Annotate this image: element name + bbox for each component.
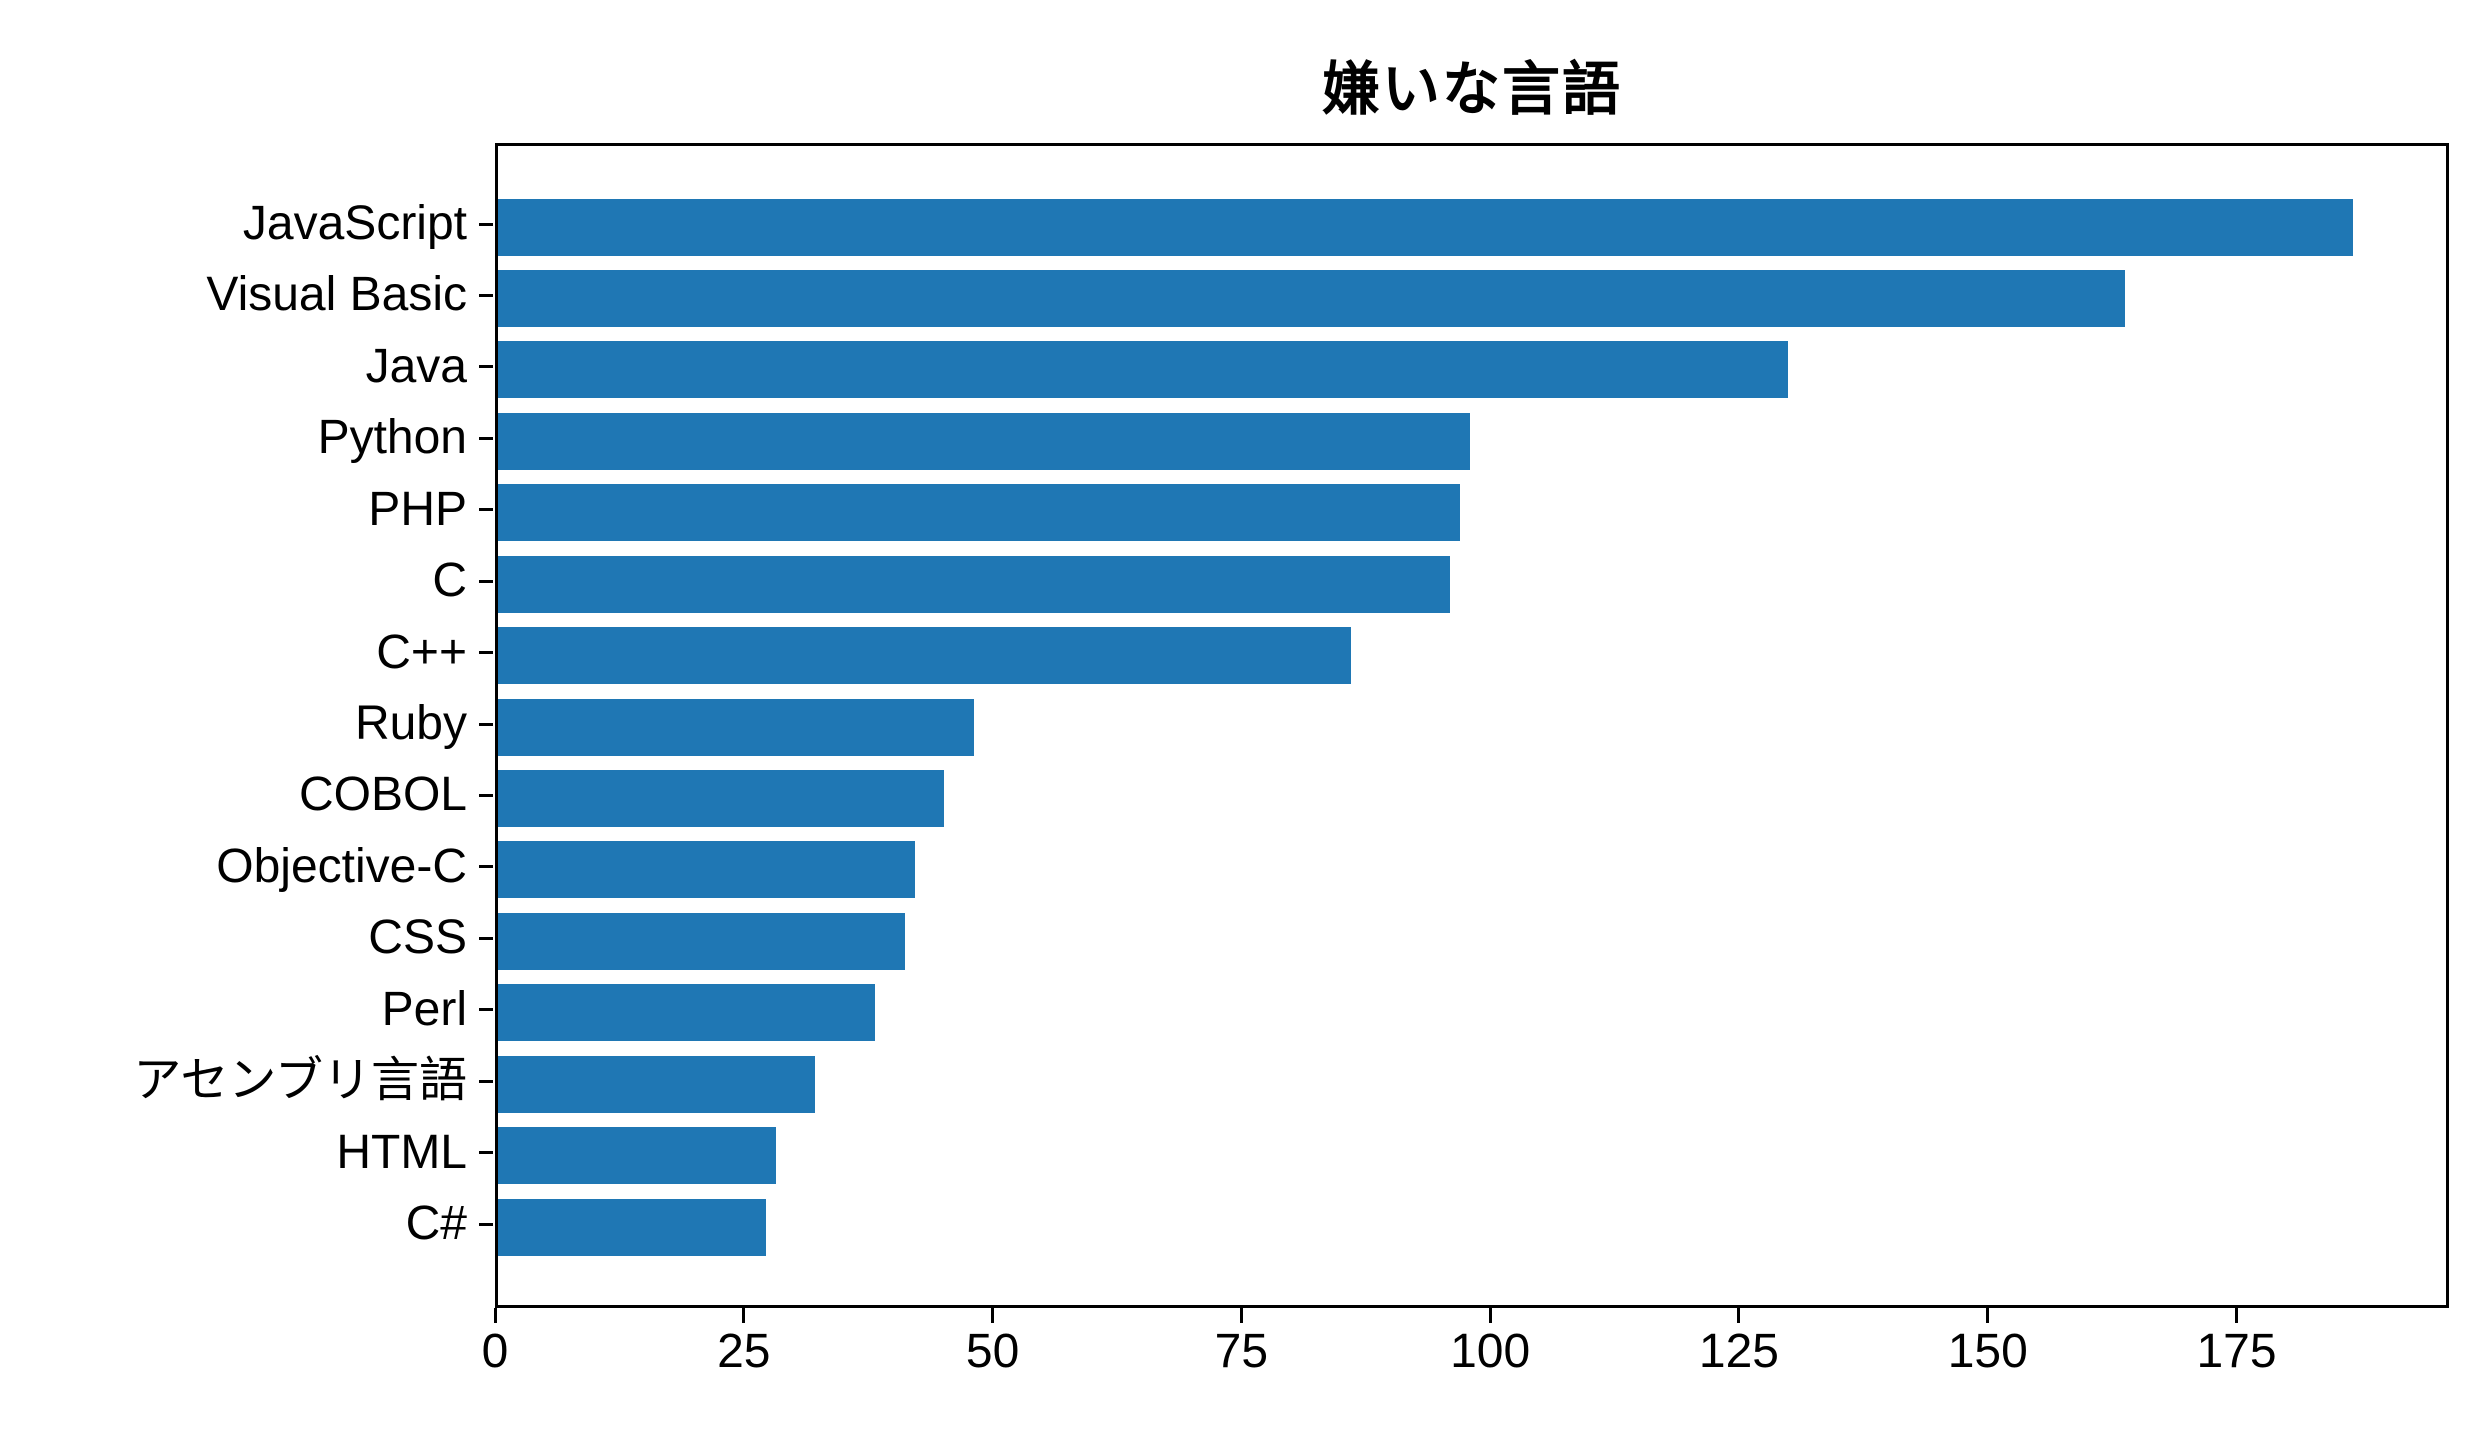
x-tick-label: 50 [965,1325,1020,1378]
y-tick-mark [479,1079,493,1083]
y-tick-mark [479,865,493,869]
x-tick-mark [1737,1308,1741,1323]
bar-Python [498,412,1471,470]
bar-Ruby [498,698,975,756]
y-tick-label: アセンブリ言語 [133,1054,467,1108]
x-tick-mark [742,1308,746,1323]
bar-C++ [498,627,1352,685]
y-tick-mark [479,222,493,226]
y-tick-label: JavaScript [242,197,467,250]
y-tick-mark [479,508,493,512]
y-tick-mark [479,293,493,297]
x-tick-mark [1488,1308,1492,1323]
y-tick-mark [479,1151,493,1155]
y-tick-label: C# [405,1197,467,1250]
y-tick-label: C [432,554,467,608]
y-tick-mark [479,651,493,655]
x-tick-mark [1986,1308,1990,1323]
y-tick-label: C++ [376,625,467,679]
x-tick-label: 0 [481,1325,509,1378]
y-tick-label: CSS [368,911,467,965]
y-tick-label: PHP [368,482,467,536]
y-tick-label: Ruby [354,697,467,750]
y-tick-mark [479,722,493,726]
x-tick-mark [2235,1308,2239,1323]
y-tick-mark [479,936,493,940]
x-tick-mark [493,1308,497,1323]
y-tick-mark [479,793,493,797]
bar-Perl [498,984,875,1042]
x-tick-label: 125 [1698,1325,1779,1378]
bar-Objective-C [498,841,915,899]
bar-Visual Basic [498,269,2126,327]
y-tick-label: COBOL [298,768,467,822]
chart-title: 嫌いな言語 [1321,57,1622,122]
y-tick-label: Perl [381,982,467,1036]
x-tick-label: 100 [1450,1325,1531,1378]
bar-C [498,555,1451,613]
bar-HTML [498,1127,776,1185]
x-tick-label: 75 [1214,1325,1269,1378]
y-tick-mark [479,1222,493,1226]
x-tick-label: 150 [1947,1325,2028,1378]
x-tick-label: 25 [717,1325,771,1378]
bar-JavaScript [498,198,2354,256]
x-tick-mark [991,1308,995,1323]
x-tick-mark [1239,1308,1243,1323]
bar-Java [498,341,1788,399]
bar-CSS [498,912,905,970]
y-tick-label: HTML [336,1125,467,1179]
x-tick-label: 175 [2196,1325,2277,1378]
plot-area [495,143,2449,1308]
y-tick-mark [479,579,493,583]
bar-PHP [498,484,1461,542]
y-tick-label: Visual Basic [206,268,467,322]
bar-C# [498,1198,766,1256]
y-tick-label: Objective-C [216,839,467,893]
y-tick-label: Python [317,411,467,465]
y-tick-mark [479,1008,493,1012]
y-tick-label: Java [365,339,467,393]
bar-COBOL [498,769,945,827]
y-tick-mark [479,365,493,369]
bar-アセンブリ言語 [498,1055,816,1113]
y-tick-mark [479,436,493,440]
